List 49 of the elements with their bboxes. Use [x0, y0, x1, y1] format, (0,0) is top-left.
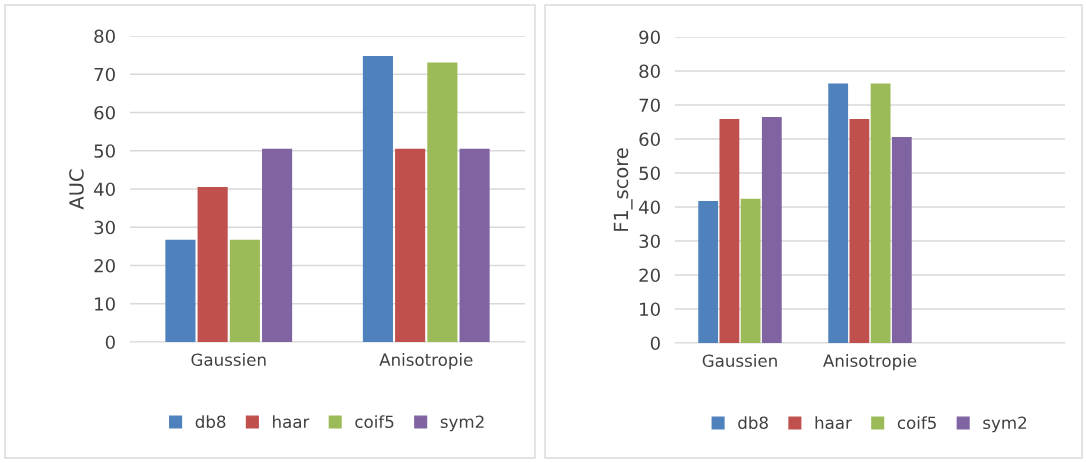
y-tick-label: 10: [95, 297, 115, 311]
y-tick-label: 90: [639, 30, 660, 45]
legend-label: sym2: [440, 415, 484, 432]
bar: [165, 239, 196, 342]
bar: [740, 198, 761, 343]
bar: [229, 239, 260, 342]
y-tick-label: 70: [639, 98, 660, 113]
y-tick-label: 10: [640, 302, 660, 317]
legend-label: db8: [195, 415, 226, 429]
legend-label: sym2: [983, 416, 1027, 433]
bar: [427, 62, 458, 342]
y-tick-label: 80: [639, 64, 660, 79]
bar: [828, 83, 849, 343]
bar: [891, 136, 912, 343]
x-tick-label: Anisotropie: [379, 353, 473, 370]
bar: [698, 200, 719, 343]
y-tick-label: 50: [94, 144, 115, 158]
y-tick-label: 60: [94, 105, 115, 120]
y-tick-label: 30: [94, 220, 115, 235]
bar: [459, 148, 490, 342]
bar: [197, 187, 228, 342]
bar: [395, 148, 426, 342]
bar: [362, 55, 393, 342]
bar: [262, 148, 293, 342]
legend-label: db8: [738, 416, 768, 430]
bar: [761, 116, 782, 343]
y-tick-label: 20: [94, 258, 115, 273]
x-tick-label: Gaussien: [191, 353, 266, 367]
legend-label: coif5: [355, 415, 394, 429]
y-tick-label: 40: [639, 200, 660, 215]
x-tick-label: Gaussien: [702, 354, 777, 368]
bar: [719, 118, 740, 343]
y-tick-label: 70: [94, 67, 115, 82]
legend-label: haar: [273, 415, 310, 429]
y-tick-label: 0: [650, 336, 660, 351]
y-axis-title: F1_score: [613, 148, 633, 231]
y-tick-label: 60: [639, 132, 660, 147]
bar: [849, 118, 870, 343]
y-tick-label: 20: [639, 268, 660, 283]
y-tick-label: 30: [639, 234, 660, 249]
y-tick-label: 50: [639, 166, 660, 181]
y-tick-label: 0: [105, 335, 115, 350]
legend-label: coif5: [897, 416, 936, 430]
y-axis-title: AUC: [69, 169, 84, 210]
x-tick-label: Anisotropie: [823, 354, 917, 371]
y-tick-label: 80: [94, 29, 115, 44]
bar: [870, 83, 891, 343]
y-tick-label: 40: [94, 182, 115, 197]
legend-label: haar: [815, 416, 852, 430]
